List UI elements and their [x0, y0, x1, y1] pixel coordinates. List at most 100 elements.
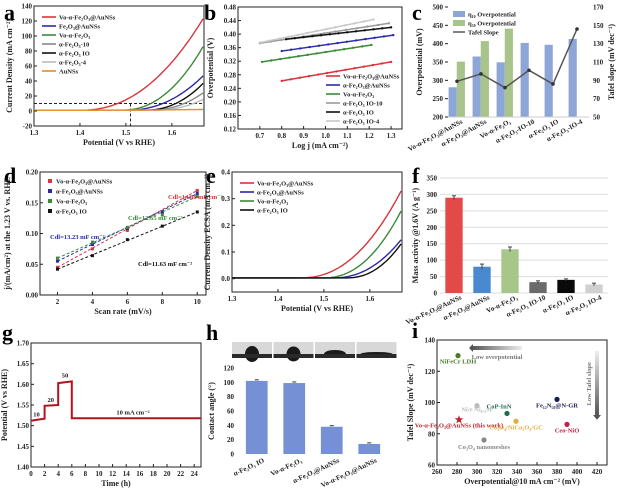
point-label: Ni/e Ni₀.₂Se	[461, 407, 492, 414]
8-xtick-label: 340	[512, 468, 523, 476]
ytick-label: 50	[430, 273, 438, 281]
y2tick-label: 130	[593, 40, 604, 48]
data-point	[342, 47, 346, 51]
data-point	[55, 267, 59, 271]
0-ytick-label: 120	[22, 18, 33, 26]
3-ytick-label: 0.05	[26, 261, 39, 269]
bar	[445, 197, 463, 293]
data-point	[455, 353, 461, 359]
1-xtick-label: 1.3	[387, 132, 396, 140]
legend-marker	[48, 199, 52, 203]
step-annotation: 50	[62, 372, 69, 379]
tafel-point	[527, 68, 531, 73]
data-point	[376, 23, 380, 27]
x-axis-label: Potential (V vs RHE)	[83, 138, 155, 147]
data-point	[364, 37, 367, 41]
0-xtick-label: 1.5	[122, 129, 131, 137]
2-ytick-label: 400	[433, 40, 444, 48]
8-ytick-label: 140	[425, 337, 436, 345]
y-axis-label: Contact angle (°)	[207, 382, 216, 440]
data-point	[554, 396, 560, 402]
data-point	[371, 63, 375, 67]
data-point	[336, 41, 339, 45]
data-point	[280, 79, 283, 83]
data-point	[363, 29, 367, 32]
data-point	[90, 254, 94, 258]
panel-e-frame	[231, 171, 403, 293]
data-point	[345, 40, 348, 43]
arrow-low-overpotential	[472, 346, 522, 350]
1-xtick-label: 1.2	[365, 132, 374, 140]
data-point	[333, 49, 337, 52]
2-ytick-label: 350	[433, 59, 444, 67]
data-point	[258, 41, 262, 44]
legend-label: Vo-α-Fe₂O₃@AuNSs	[59, 15, 116, 22]
substrate-mask	[232, 354, 272, 358]
legend-label: Vo-α-Fe₂O₃	[343, 92, 374, 99]
arrow-label: Low Tafel slope	[586, 362, 593, 405]
bar	[501, 249, 519, 293]
data-point	[354, 30, 358, 33]
data-point	[55, 265, 59, 269]
data-point	[389, 60, 393, 64]
1-xtick-label: 0.8	[277, 132, 286, 140]
3-xtick-label: 8	[161, 298, 165, 306]
legend-label: Vo-α-Fe₂O₃	[59, 33, 90, 40]
0-xtick-label: 1.4	[76, 129, 85, 137]
bar	[557, 279, 575, 293]
bar-eta50	[480, 41, 489, 117]
data-point	[280, 49, 283, 53]
data-point	[90, 243, 94, 247]
4-xtick-label: 1.4	[274, 295, 283, 303]
data-point	[351, 46, 355, 49]
ytick-label: 300	[427, 191, 438, 199]
data-point	[327, 43, 330, 46]
point-label: Ceo-NiO	[555, 427, 580, 434]
bar	[320, 426, 343, 454]
substrate-mask	[356, 354, 397, 358]
data-point	[324, 50, 328, 54]
x-axis-label: Overpotential@10 mA cm⁻² (mV)	[464, 477, 580, 486]
legend-label: α-Fe₂O₃ IO	[59, 51, 90, 58]
1-ytick-label: 0.28	[224, 71, 237, 79]
6-xtick-label: 6	[70, 470, 74, 478]
0-ytick-label: 140	[22, 3, 33, 11]
4-ytick-label: 0.4	[221, 169, 230, 177]
data-point	[481, 437, 487, 443]
data-point	[306, 53, 309, 57]
data-point	[315, 29, 318, 33]
0-ytick-label: 80	[25, 48, 33, 56]
data-point	[296, 33, 299, 37]
point-label: Co₃O₄/NiCo₂O₄/GC	[489, 424, 543, 431]
8-xtick-label: 320	[492, 468, 503, 476]
data-point	[504, 410, 510, 417]
3-ytick-label: 0.10	[26, 230, 39, 238]
ytick-label: 200	[427, 224, 438, 232]
legend-label: Vo-α-Fe₂O₃@AuNSs	[257, 181, 314, 188]
3-xtick-label: 4	[91, 298, 95, 306]
3-xtick-label: 2	[56, 298, 60, 306]
1-xtick-label: 1.1	[343, 132, 352, 140]
data-point	[195, 210, 199, 214]
data-point	[268, 39, 271, 42]
legend-label: Vo-α-Fe₂O₃@AuNSs	[56, 179, 113, 186]
6-ytick-label: 1.65	[17, 360, 30, 368]
0-ytick-label: 40	[25, 78, 33, 86]
bar-eta10	[568, 38, 577, 117]
series-line	[33, 108, 204, 111]
bar	[283, 383, 306, 454]
point-label: Vo-α-Fe₂O₃@AuNSs (this work)	[415, 423, 503, 430]
bar	[358, 443, 381, 454]
6-ytick-label: 1.40	[17, 464, 30, 472]
0-ytick-label: 60	[25, 63, 33, 71]
arrow-head	[593, 415, 601, 420]
data-point	[344, 68, 347, 72]
data-point	[317, 44, 321, 47]
3-xtick-label: 6	[126, 298, 130, 306]
data-point	[195, 192, 199, 196]
point-label: CoP-InN	[487, 403, 512, 410]
point-label: Fe₁₂N₅₀@N-GR	[536, 402, 578, 409]
1-xtick-label: 0.7	[255, 132, 264, 140]
legend-label: Fe₂O₃@AuNSs	[59, 24, 100, 31]
